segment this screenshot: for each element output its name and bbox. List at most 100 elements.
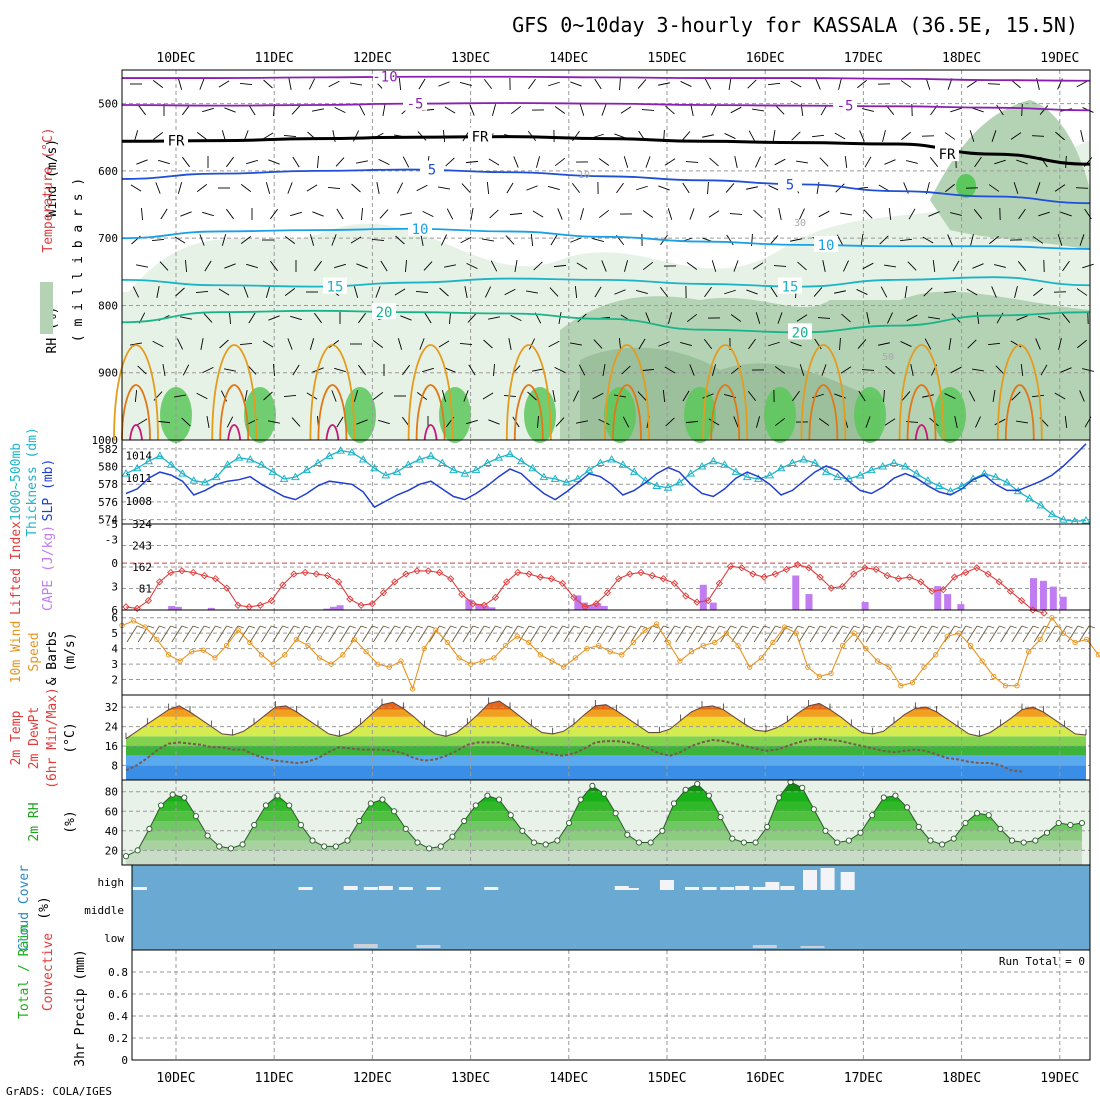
thickness-point [686, 469, 696, 477]
wind-barb [441, 390, 447, 402]
rh-green-blob [604, 387, 636, 443]
cloud-high-block [614, 886, 629, 890]
wind-barb-10m [440, 625, 451, 643]
rh-band [126, 811, 1082, 822]
wind-speed-point [282, 652, 288, 658]
p2-thick-tick-574: 574 [98, 514, 118, 527]
wind-barb [372, 340, 384, 348]
rh-point [927, 837, 934, 844]
wind-barb [747, 79, 757, 89]
wind-barb [460, 82, 472, 86]
cape-bar [934, 586, 942, 610]
temp-contour-25 [113, 344, 159, 441]
wind-barb [444, 106, 456, 114]
wind-barb [291, 105, 301, 115]
wind-barb [482, 392, 494, 400]
wind-barb [328, 80, 340, 88]
rh-point [496, 796, 503, 803]
wind-barb-10m [809, 625, 821, 643]
lifted-index-point [626, 570, 634, 578]
cape-bar [1049, 586, 1057, 610]
wind-barb-flag [372, 625, 379, 629]
wind-barb [901, 391, 911, 401]
wind-barb [196, 392, 208, 400]
thickness-point [867, 465, 876, 474]
wind-barb [181, 417, 191, 427]
thickness-point [595, 458, 605, 466]
wind-speed-point [247, 639, 253, 646]
wind-barb [1060, 367, 1072, 373]
wind-speed-point [130, 618, 137, 624]
wind-speed-point [491, 655, 497, 661]
rh-green-blob [524, 387, 556, 443]
wind-barb-flag [607, 625, 614, 629]
wind-barb [645, 156, 651, 168]
temp-band [126, 701, 1086, 703]
wind-speed-point [235, 627, 241, 633]
lifted-index-point [592, 600, 600, 608]
wind-barb [468, 364, 476, 376]
wind-speed-point [770, 639, 776, 646]
cape-bar [329, 606, 337, 610]
rh-point [565, 819, 573, 827]
panel-cross-section: 500 600 700 800 900 1000 -10 -5 FR 5 10 15 20 -5 FR FR 5… [40, 67, 1094, 447]
wind-barb [928, 316, 940, 320]
wind-barb-flag [696, 625, 704, 629]
wind-barb [130, 342, 142, 346]
temp-contour-30 [1004, 384, 1035, 441]
wind-barb-flag [920, 625, 928, 629]
wind-barb [203, 313, 213, 323]
cloud-low-block [353, 944, 378, 948]
wind-barb [724, 289, 736, 295]
wind-barb [378, 158, 390, 166]
wind-barb-flag [237, 625, 244, 629]
thickness-point [799, 454, 809, 463]
wind-barb [239, 343, 253, 345]
wind-barb [1064, 415, 1068, 429]
wind-barb [418, 78, 426, 90]
lifted-index-point [200, 571, 209, 580]
wind-barb [996, 104, 1004, 116]
wind-barb [797, 261, 807, 271]
lifted-index-point [458, 590, 466, 599]
wind-barb [733, 260, 739, 272]
wind-barb [907, 261, 917, 271]
wind-barb [988, 184, 1000, 192]
thickness-point [663, 483, 673, 491]
p1-ytick-700: 700 [98, 232, 118, 245]
p4-label-2-part-0: Speed [27, 632, 42, 671]
thickness-point [132, 463, 142, 472]
wind-barb [375, 286, 381, 298]
wind-barb-10m [921, 625, 933, 643]
wind-barb [199, 234, 205, 246]
wind-barb [1017, 261, 1027, 271]
wind-barb [680, 81, 692, 87]
wind-barb [461, 183, 471, 193]
wind-barb [767, 82, 781, 86]
cape-bar [465, 599, 473, 610]
wind-speed-point [816, 673, 823, 680]
wind-barb [459, 343, 473, 345]
wind-barb [528, 338, 536, 350]
rh-point [216, 843, 223, 850]
wind-barb [182, 104, 190, 116]
lifted-index-point [794, 561, 802, 569]
wind-speed-point [433, 627, 439, 633]
contour-label-bg [323, 277, 347, 294]
wind-barb [792, 390, 800, 402]
rh-point [1008, 837, 1016, 844]
wind-barb [637, 391, 647, 401]
wind-barb [860, 234, 864, 246]
top-date-11DEC: 11DEC [255, 51, 294, 66]
rh-point [414, 839, 421, 846]
wind-barb-10m [451, 625, 463, 643]
wind-barb-flag [741, 625, 748, 629]
wind-barb [439, 287, 449, 297]
p5-label-2-part-0: 2m DewPt [27, 707, 42, 770]
thickness-point [878, 462, 888, 470]
wind-barb-10m [1045, 625, 1056, 643]
p2-slp-tick-1008: 1008 [126, 495, 153, 508]
thickness-point [347, 447, 357, 456]
rh-point [799, 784, 806, 791]
wind-barb [1013, 182, 1019, 194]
